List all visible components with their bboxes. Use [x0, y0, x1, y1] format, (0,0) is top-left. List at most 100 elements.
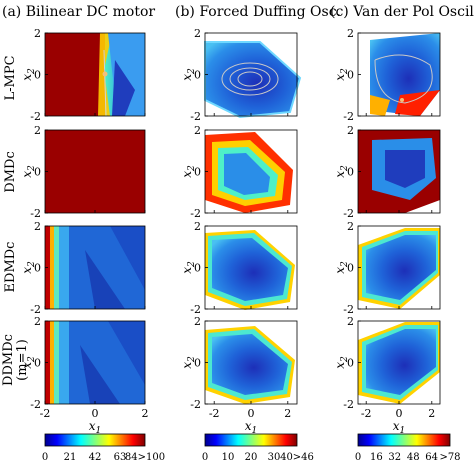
x-tick-label: 2	[284, 407, 291, 420]
panel-c-edmdc	[358, 226, 440, 309]
panel-a-lmpc	[45, 33, 145, 117]
colorbar-tick-label: 0	[355, 452, 361, 463]
colorbar-tick-label: 20	[245, 452, 258, 463]
colorbar-tick-label: >78	[439, 452, 460, 463]
y-tick-label: 2	[347, 124, 354, 137]
y-tick-label: 0	[347, 357, 354, 370]
x-tick-label: 0	[92, 407, 99, 420]
equilibrium-point-c	[400, 98, 404, 102]
y-axis-label: x2	[333, 356, 350, 369]
y-tick-label: -2	[343, 207, 354, 220]
panel-a-dmdc	[45, 130, 145, 213]
row-label-ddmdc-m: (m=1)	[15, 339, 30, 381]
y-axis-label: x2	[20, 68, 37, 81]
colorbar-tick-label: 63	[114, 452, 127, 463]
colorbar-tick-label: 42	[89, 452, 102, 463]
y-axis-label: x2	[333, 68, 350, 81]
x-tick-label: 0	[248, 407, 255, 420]
column-title-c: (c) Van der Pol Oscillator	[330, 4, 474, 20]
y-axis-label: x2	[180, 165, 197, 178]
y-tick-label: -2	[190, 207, 201, 220]
x-tick-label: -2	[40, 407, 51, 420]
y-tick-label: 2	[194, 220, 201, 233]
y-tick-label: 2	[194, 315, 201, 328]
y-axis-label: x2	[180, 356, 197, 369]
panel-a-ddmdc	[45, 321, 145, 404]
y-tick-label: 2	[194, 124, 201, 137]
y-tick-label: -2	[190, 110, 201, 123]
row-label-edmdc: EDMDc	[3, 242, 18, 293]
colorbar-tick-label: 16	[370, 452, 383, 463]
colorbar-a	[44, 433, 146, 447]
y-tick-label: 2	[34, 220, 41, 233]
panel-b-dmdc	[205, 132, 293, 213]
panel-b-lmpc	[204, 41, 302, 119]
x-axis-label: x1	[245, 419, 258, 436]
y-tick-label: 2	[194, 27, 201, 40]
colorbar-tick-label: 10	[222, 452, 235, 463]
y-axis-label: x2	[333, 261, 350, 274]
y-axis-label: x2	[20, 165, 37, 178]
y-axis-label: x2	[333, 165, 350, 178]
y-tick-label: 0	[347, 166, 354, 179]
y-tick-label: 0	[34, 69, 41, 82]
x-tick-label: 0	[396, 407, 403, 420]
y-tick-label: 0	[194, 262, 201, 275]
row-label-lmpc: L-MPC	[3, 55, 18, 100]
colorbar-tick-label: 0	[42, 452, 48, 463]
y-axis-label: x2	[20, 356, 37, 369]
y-tick-label: 0	[347, 262, 354, 275]
panel-c-ddmdc	[358, 321, 440, 404]
y-tick-label: -2	[30, 207, 41, 220]
y-tick-label: 0	[34, 357, 41, 370]
colorbar-tick-label: 48	[407, 452, 420, 463]
y-tick-label: 0	[34, 166, 41, 179]
colorbar-c	[357, 433, 451, 447]
colorbar-tick-label: 21	[64, 452, 77, 463]
y-tick-label: -2	[343, 398, 354, 411]
row-label-ddmdc: DDMDc	[1, 334, 16, 386]
column-title-b: (b) Forced Duffing Osc.	[175, 4, 341, 20]
row-label-dmdc: DMDc	[3, 151, 18, 192]
column-title-a: (a) Bilinear DC motor	[2, 4, 155, 20]
colorbar-tick-label: 30	[268, 452, 281, 463]
y-tick-label: -2	[343, 110, 354, 123]
y-tick-label: 2	[347, 315, 354, 328]
x-axis-label: x1	[89, 419, 102, 436]
x-tick-label: 2	[428, 407, 435, 420]
y-tick-label: 2	[34, 315, 41, 328]
y-axis-label: x2	[20, 261, 37, 274]
y-tick-label: -2	[30, 303, 41, 316]
y-tick-label: 2	[34, 124, 41, 137]
x-tick-label: 2	[142, 407, 149, 420]
colorbar-tick-label: 40>46	[280, 452, 314, 463]
y-tick-label: 0	[34, 262, 41, 275]
x-axis-label: x1	[393, 419, 406, 436]
panel-b-ddmdc	[205, 326, 295, 404]
y-axis-label: x2	[180, 261, 197, 274]
y-tick-label: -2	[343, 303, 354, 316]
y-tick-label: 0	[194, 357, 201, 370]
colorbar-b	[204, 433, 298, 447]
panel-c-lmpc	[358, 33, 440, 116]
y-tick-label: -2	[30, 398, 41, 411]
panel-c-dmdc	[358, 130, 440, 213]
colorbar-tick-label: 0	[202, 452, 208, 463]
y-tick-label: 0	[347, 69, 354, 82]
colorbar-tick-label: 32	[388, 452, 401, 463]
y-tick-label: 0	[194, 69, 201, 82]
y-tick-label: -2	[190, 303, 201, 316]
colorbar-tick-label: 64	[425, 452, 438, 463]
x-tick-label: -2	[209, 407, 220, 420]
equilibrium-point-a	[102, 71, 108, 77]
x-tick-label: -2	[361, 407, 372, 420]
axis-frames: 2 0 -2 x2 2 0 -2 x2 2 0 -2 x2 2 0 -2 x2 -2 0 2 x1 2 0 -2 x2 2 0 -2…	[20, 27, 441, 436]
y-tick-label: -2	[190, 398, 201, 411]
colorbar-tick-label: 84>100	[125, 452, 165, 463]
y-tick-label: 2	[34, 27, 41, 40]
panel-b-edmdc	[205, 230, 295, 310]
panel-a-edmdc	[45, 226, 145, 309]
y-tick-label: 2	[347, 27, 354, 40]
